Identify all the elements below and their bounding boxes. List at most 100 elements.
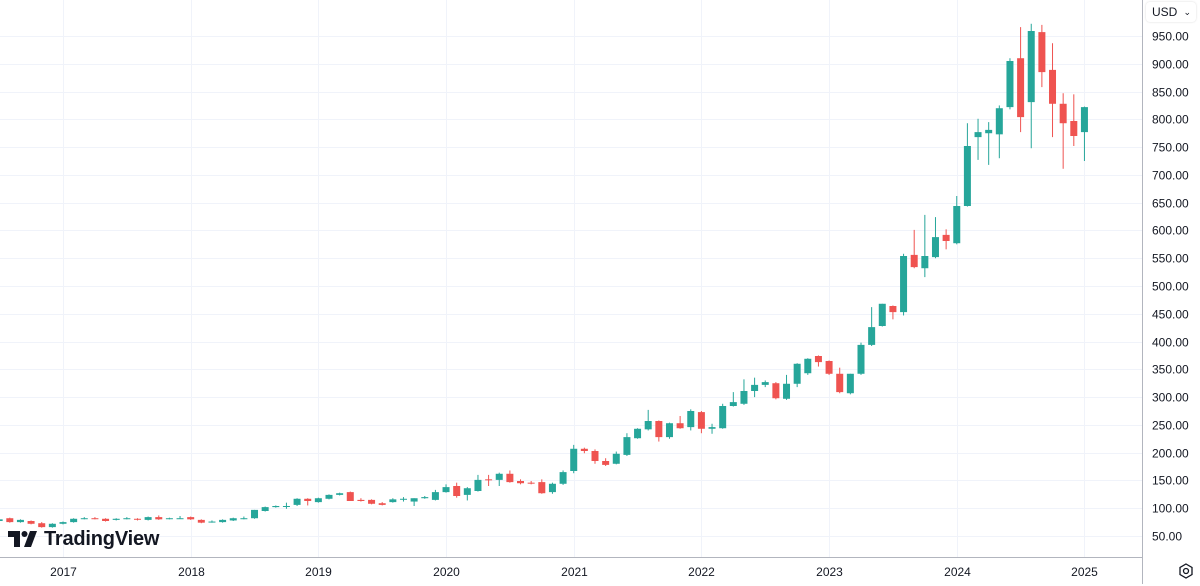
candle (740, 379, 748, 405)
candle-body (687, 411, 695, 428)
candle-body (261, 507, 269, 511)
candle-body (399, 498, 407, 500)
time-tick-label: 2021 (561, 565, 588, 579)
time-axis[interactable]: 2017 2018 2019 2020 2021 2022 2023 2024 2025 (50, 565, 1098, 579)
candle (591, 449, 599, 464)
candle-body (495, 473, 503, 480)
price-tick-label: 500.00 (1152, 280, 1189, 294)
candle-body (6, 518, 14, 523)
candle-body (527, 482, 535, 484)
candle-body (1006, 61, 1014, 108)
price-tick-label: 450.00 (1152, 308, 1189, 322)
candle-body (389, 499, 397, 503)
tradingview-wordmark: TradingView (44, 527, 160, 550)
candle (102, 518, 110, 522)
candle (1070, 94, 1078, 146)
candle (538, 479, 546, 494)
currency-selector[interactable]: USD ⌄ (1146, 2, 1196, 22)
candle (814, 355, 822, 367)
chevron-down-icon: ⌄ (1183, 7, 1191, 17)
candle (878, 303, 886, 327)
candle (1059, 93, 1067, 169)
price-tick-label: 300.00 (1152, 391, 1189, 405)
candle-body (963, 146, 971, 206)
candle-body (814, 356, 822, 363)
candle (580, 447, 588, 454)
candle (708, 423, 716, 434)
candle-body (1017, 58, 1025, 118)
candle (378, 502, 386, 506)
grid (0, 0, 1142, 557)
candle (27, 520, 35, 525)
candle (719, 403, 727, 429)
candle-body (38, 523, 46, 528)
candle (38, 522, 46, 528)
candle-body (985, 129, 993, 134)
candle-body (1080, 107, 1088, 133)
candle (506, 470, 514, 483)
candle (921, 214, 929, 278)
candle-body (846, 373, 854, 394)
candle (123, 517, 131, 520)
candle (16, 519, 24, 523)
candle (857, 342, 865, 375)
settings-button[interactable] (1176, 561, 1196, 581)
price-tick-label: 100.00 (1152, 502, 1189, 516)
time-tick-label: 2018 (178, 565, 205, 579)
tradingview-logo[interactable]: TradingView (8, 527, 159, 551)
candle (133, 518, 141, 521)
candle-body (825, 361, 833, 374)
candle-body (112, 518, 120, 520)
candle-body (442, 487, 450, 493)
candle-body (889, 306, 897, 313)
candle (70, 518, 78, 523)
candle-body (602, 461, 610, 465)
candle (442, 484, 450, 493)
candle (974, 118, 982, 160)
price-tick-label: 750.00 (1152, 141, 1189, 155)
price-axis[interactable]: 50.00 100.00 150.00 200.00 250.00 300.00 350.0… (1152, 30, 1189, 544)
candle-body (783, 383, 791, 399)
candle-body (155, 517, 163, 520)
candle (687, 409, 695, 431)
candle (187, 516, 195, 520)
currency-label: USD (1152, 5, 1178, 19)
candle (804, 358, 812, 375)
candle (336, 492, 344, 496)
candle-body (431, 492, 439, 500)
candle (570, 444, 578, 474)
candle (644, 409, 652, 431)
candle-body (208, 521, 216, 523)
candle-body (953, 206, 961, 244)
candle (772, 382, 780, 400)
candles (0, 23, 1088, 528)
candle-body (1059, 103, 1067, 124)
candle-body (921, 256, 929, 269)
candle (1080, 106, 1088, 161)
candle-body (91, 518, 99, 520)
price-tick-label: 950.00 (1152, 30, 1189, 44)
time-tick-label: 2022 (688, 565, 715, 579)
candle-body (623, 437, 631, 455)
candle (357, 498, 365, 502)
candle (176, 516, 184, 520)
candle (240, 516, 248, 520)
candle (1027, 23, 1035, 149)
candle-body (900, 256, 908, 313)
time-tick-label: 2020 (433, 565, 460, 579)
candle-body (761, 382, 769, 385)
candle-body (27, 521, 35, 524)
candle-body (463, 488, 471, 495)
candle (559, 470, 567, 485)
candle (527, 481, 535, 485)
candle (346, 491, 354, 501)
candle (368, 499, 376, 505)
candle (261, 506, 269, 512)
candle-body (421, 497, 429, 499)
gear-icon (1179, 563, 1193, 579)
candle (963, 123, 971, 207)
candle (144, 516, 152, 521)
candle-body (910, 254, 918, 268)
price-tick-label: 250.00 (1152, 419, 1189, 433)
